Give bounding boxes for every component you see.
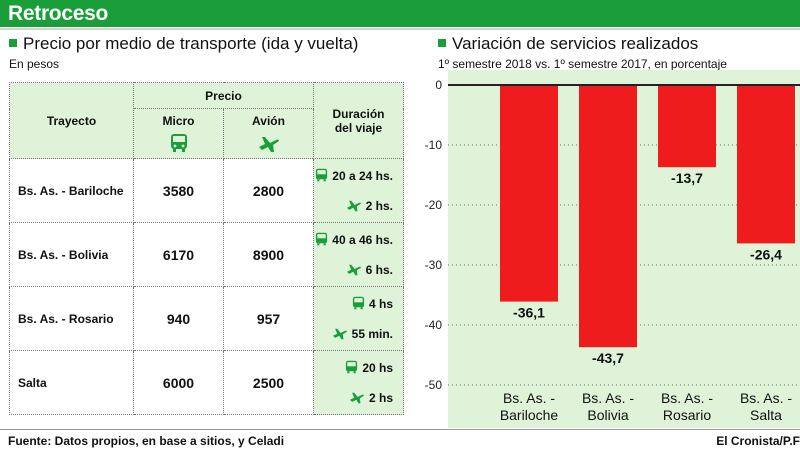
- y-tick-label: -30: [425, 258, 443, 272]
- plane-icon: [346, 265, 361, 276]
- bus-icon: [352, 297, 365, 310]
- chart-subtitle: 1º semestre 2018 vs. 1º semestre 2017, e…: [438, 57, 727, 71]
- bar-chart: 0-10-20-30-40-50-36,1Bs. As. -Bariloche-…: [425, 70, 800, 428]
- header-duracion-line2: del viaje: [334, 120, 383, 135]
- row-duracion: 20 hs 2 hs: [313, 350, 404, 415]
- row-micro-price: 6170: [133, 222, 224, 287]
- row-avion-price: 2800: [223, 158, 314, 223]
- x-tick-label: Bs. As. -: [582, 390, 634, 406]
- data-label: -36,1: [513, 305, 545, 321]
- x-tick-label: Bariloche: [500, 407, 559, 423]
- x-tick-label: Bolivia: [587, 407, 628, 423]
- header-duracion: Duración del viaje: [313, 82, 404, 159]
- y-tick-label: -20: [425, 198, 443, 212]
- credit-note: El Cronista/P.F: [716, 434, 800, 448]
- duration-micro: 20 hs: [362, 360, 393, 375]
- chart-section-title: Variación de servicios realizados: [438, 34, 698, 54]
- bar: [658, 85, 716, 168]
- header-micro-label: Micro: [162, 114, 195, 128]
- table-row: Salta 6000 2500 20 hs 2 hs: [9, 350, 404, 415]
- bullet-square-icon: [438, 38, 446, 47]
- bar: [500, 85, 558, 302]
- table-title-text: Precio por medio de transporte (ida y vu…: [23, 34, 359, 53]
- x-tick-label: Bs. As. -: [661, 390, 713, 406]
- table-header-row: Trayecto Precio Duración del viaje: [9, 82, 404, 159]
- bus-icon: [346, 361, 358, 374]
- plane-icon: [332, 329, 347, 340]
- row-trayecto: Bs. As. - Bariloche: [9, 158, 134, 223]
- x-tick-label: Bs. As. -: [740, 390, 792, 406]
- plane-icon: [346, 201, 361, 212]
- header-avion-label: Avión: [252, 114, 285, 128]
- row-duracion: 40 a 46 hs. 6 hs.: [313, 222, 404, 287]
- table-row: Bs. As. - Bolivia 6170 8900 40 a 46 hs. …: [9, 222, 404, 287]
- row-trayecto: Bs. As. - Rosario: [9, 286, 134, 351]
- duration-micro: 20 a 24 hs.: [332, 168, 393, 183]
- row-duracion: 20 a 24 hs. 2 hs.: [313, 158, 404, 223]
- bullet-square-icon: [9, 38, 17, 47]
- x-tick-label: Salta: [750, 407, 782, 423]
- bar: [579, 85, 637, 348]
- duration-micro: 40 a 46 hs.: [332, 232, 393, 247]
- table-subtitle: En pesos: [9, 57, 60, 71]
- bus-icon: [316, 169, 328, 182]
- footer-rule: [0, 429, 800, 430]
- header-rule: [0, 28, 800, 30]
- duration-avion: 55 min.: [351, 326, 393, 341]
- duration-avion: 2 hs.: [365, 198, 393, 213]
- y-tick-label: -10: [425, 138, 443, 152]
- bar: [737, 85, 795, 244]
- source-note: Fuente: Datos propios, en base a sitios,…: [8, 434, 285, 448]
- table-row: Bs. As. - Bariloche 3580 2800 20 a 24 hs…: [9, 158, 404, 223]
- x-tick-label: Bs. As. -: [503, 390, 555, 406]
- page-title: Retroceso: [8, 2, 109, 25]
- row-trayecto: Salta: [9, 350, 134, 415]
- row-micro-price: 6000: [133, 350, 224, 415]
- row-avion-price: 957: [223, 286, 314, 351]
- row-micro-price: 940: [133, 286, 224, 351]
- bus-icon: [170, 134, 187, 152]
- plane-icon: [349, 393, 364, 404]
- row-trayecto: Bs. As. - Bolivia: [9, 222, 134, 287]
- table-subheader-row: Micro Avión: [10, 108, 404, 159]
- x-tick-label: Rosario: [663, 407, 711, 423]
- data-label: -43,7: [592, 350, 624, 366]
- header-avion: Avión: [223, 108, 314, 159]
- row-avion-price: 8900: [223, 222, 314, 287]
- data-label: -26,4: [750, 246, 782, 262]
- header-trayecto: Trayecto: [9, 82, 134, 159]
- y-tick-label: -40: [425, 318, 443, 332]
- duration-avion: 6 hs.: [365, 262, 393, 277]
- y-tick-label: 0: [435, 78, 442, 92]
- header-bar: Retroceso: [0, 0, 800, 27]
- row-micro-price: 3580: [133, 158, 224, 223]
- data-label: -13,7: [671, 170, 703, 186]
- header-precio: Precio: [133, 82, 314, 109]
- row-duracion: 4 hs 55 min.: [313, 286, 404, 351]
- y-tick-label: -50: [425, 378, 443, 392]
- row-avion-price: 2500: [223, 350, 314, 415]
- duration-avion: 2 hs: [368, 390, 393, 405]
- header-duracion-line1: Duración: [332, 106, 385, 121]
- table-section-title: Precio por medio de transporte (ida y vu…: [9, 34, 358, 54]
- header-micro: Micro: [133, 108, 224, 159]
- chart-title-text: Variación de servicios realizados: [452, 34, 699, 53]
- plane-icon: [258, 137, 279, 152]
- bus-icon: [316, 233, 328, 246]
- table-row: Bs. As. - Rosario 940 957 4 hs 55 min.: [9, 286, 404, 351]
- duration-micro: 4 hs: [368, 296, 393, 311]
- price-table: Trayecto Precio Duración del viaje Micro…: [9, 82, 404, 415]
